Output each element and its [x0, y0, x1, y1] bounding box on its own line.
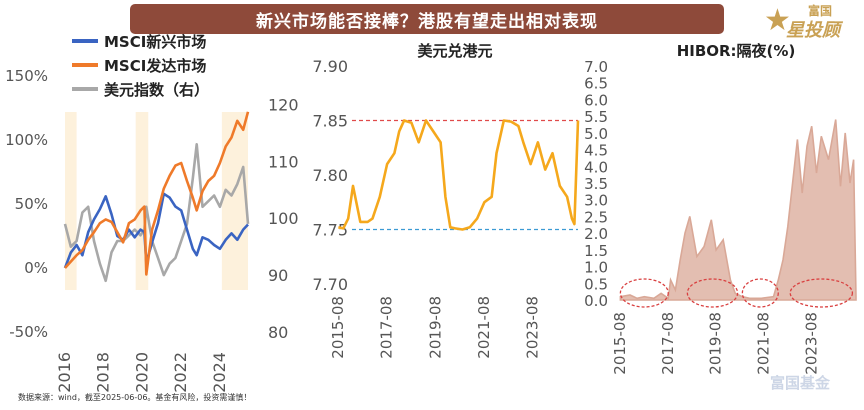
hibor-area	[619, 119, 857, 301]
legend-label-0: MSCI新兴市场	[104, 33, 206, 51]
left-tick-label: -50%	[9, 323, 48, 341]
x-tick-label: 2016	[55, 352, 74, 393]
logo-top-text: 富国	[808, 4, 833, 18]
x-tick-label: 2017-08	[378, 296, 396, 359]
y-tick-label: 0.5	[584, 275, 608, 293]
annotation-ellipse-0	[619, 278, 669, 308]
y-tick-label: 7.70	[312, 275, 348, 294]
y-tick-label: 3.5	[584, 175, 608, 193]
y-tick-label: 7.90	[312, 57, 348, 76]
right-tick-label: 90	[268, 266, 288, 285]
legend-label-1: MSCI发达市场	[104, 57, 206, 75]
title-bar: 新兴市场能否接棒？港股有望走出相对表现	[130, 4, 724, 34]
x-tick-label: 2020	[132, 352, 151, 393]
x-tick-label: 2019-08	[707, 312, 725, 375]
y-tick-label: 7.80	[312, 166, 348, 185]
page-title: 新兴市场能否接棒？港股有望走出相对表现	[256, 11, 598, 32]
chart-title: 美元兑港元	[417, 42, 492, 60]
left-tick-label: 100%	[5, 131, 48, 149]
y-tick-label: 7.85	[312, 112, 348, 131]
left-tick-label: 0%	[24, 259, 48, 277]
y-tick-label: 3.0	[584, 192, 608, 210]
y-tick-label: 1.0	[584, 259, 608, 277]
x-tick-label: 2021-08	[755, 312, 773, 375]
brand-logo: ★ 富国 星投顾	[764, 2, 850, 42]
x-tick-label: 2022	[171, 352, 190, 393]
y-tick-label: 4.0	[584, 158, 608, 176]
y-tick-label: 2.5	[584, 208, 608, 226]
highlight-band-0	[65, 112, 77, 290]
x-tick-label: 2024	[210, 352, 229, 393]
x-tick-label: 2017-08	[659, 312, 677, 375]
legend-label-2: 美元指数（右）	[104, 81, 209, 99]
right-tick-label: 110	[268, 152, 299, 171]
annotation-ellipse-3	[789, 278, 854, 308]
x-tick-label: 2021-08	[475, 296, 493, 359]
x-tick-label: 2023-08	[524, 296, 542, 359]
chart-title: HIBOR:隔夜(%)	[677, 42, 796, 60]
series-line-1	[64, 111, 250, 276]
star-icon: ★	[764, 3, 791, 38]
y-tick-label: 2.0	[584, 225, 608, 243]
x-tick-label: 2023-08	[802, 312, 820, 375]
y-tick-label: 5.0	[584, 125, 608, 143]
logo-main-text: 星投顾	[786, 20, 840, 41]
y-tick-label: 7.75	[312, 221, 348, 240]
x-tick-label: 2015-08	[611, 312, 629, 375]
annotation-ellipse-1	[686, 278, 739, 308]
right-tick-label: 80	[268, 323, 288, 342]
y-tick-label: 5.5	[584, 108, 608, 126]
series-line-0	[63, 192, 249, 269]
x-tick-label: 2019-08	[426, 296, 444, 359]
source-note: 数据来源：wind，截至2025-06-06。基金有风险，投资需谨慎！	[18, 393, 252, 402]
y-tick-label: 4.5	[584, 142, 608, 160]
left-tick-label: 150%	[5, 67, 48, 85]
y-tick-label: 6.5	[584, 75, 608, 93]
y-tick-label: 1.5	[584, 242, 608, 260]
right-tick-label: 120	[268, 95, 299, 114]
watermark: 富国基金	[770, 374, 831, 392]
y-tick-label: 7.0	[584, 58, 608, 76]
left-tick-label: 50%	[15, 195, 48, 213]
series-line-2	[63, 143, 250, 283]
x-tick-label: 2018	[94, 352, 113, 393]
highlight-band-2	[221, 112, 248, 290]
y-tick-label: 0.0	[584, 292, 608, 310]
usdhkd-line	[338, 119, 580, 231]
x-tick-label: 2015-08	[329, 296, 347, 359]
right-tick-label: 100	[268, 209, 299, 228]
annotation-ellipse-2	[741, 278, 779, 308]
y-tick-label: 6.0	[584, 91, 608, 109]
